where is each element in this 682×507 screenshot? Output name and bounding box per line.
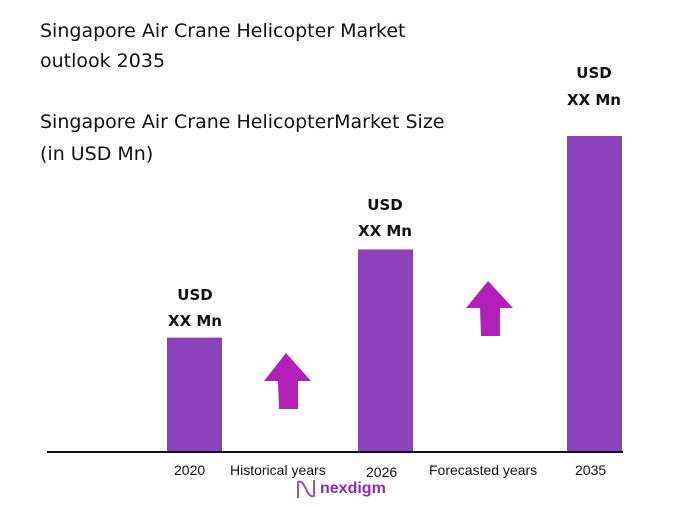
- nexdigm-logo-icon: [297, 480, 315, 498]
- period-label-forecasted: Forecasted years: [429, 462, 538, 478]
- x-tick-2020: 2020: [174, 462, 206, 478]
- bar-2020: [167, 337, 222, 451]
- data-label-2035-line2: XX Mn: [567, 91, 621, 109]
- data-label-2026-line2: XX Mn: [358, 222, 412, 240]
- growth-arrow-icon: [264, 353, 311, 409]
- data-label-2035-line1: USD: [576, 64, 612, 82]
- bar-2035: [567, 136, 622, 451]
- brand-name: nexdigm: [320, 480, 386, 497]
- data-label-2020-line1: USD: [177, 286, 213, 304]
- data-label-2026-line1: USD: [367, 196, 403, 214]
- x-tick-2035: 2035: [575, 462, 607, 478]
- period-label-historical: Historical years: [230, 462, 326, 478]
- data-label-2020-line2: XX Mn: [168, 312, 222, 330]
- bar-2026: [358, 249, 413, 451]
- nexdigm-logo: nexdigm: [296, 478, 386, 500]
- x-tick-2026: 2026: [366, 464, 398, 480]
- chart-subtitle: (in USD Mn): [40, 143, 154, 165]
- growth-arrow-icon: [466, 281, 513, 336]
- page-title-line1: Singapore Air Crane Helicopter Market: [40, 20, 406, 42]
- chart-title: Singapore Air Crane HelicopterMarket Siz…: [40, 111, 445, 133]
- page-title-line2: outlook 2035: [40, 50, 166, 72]
